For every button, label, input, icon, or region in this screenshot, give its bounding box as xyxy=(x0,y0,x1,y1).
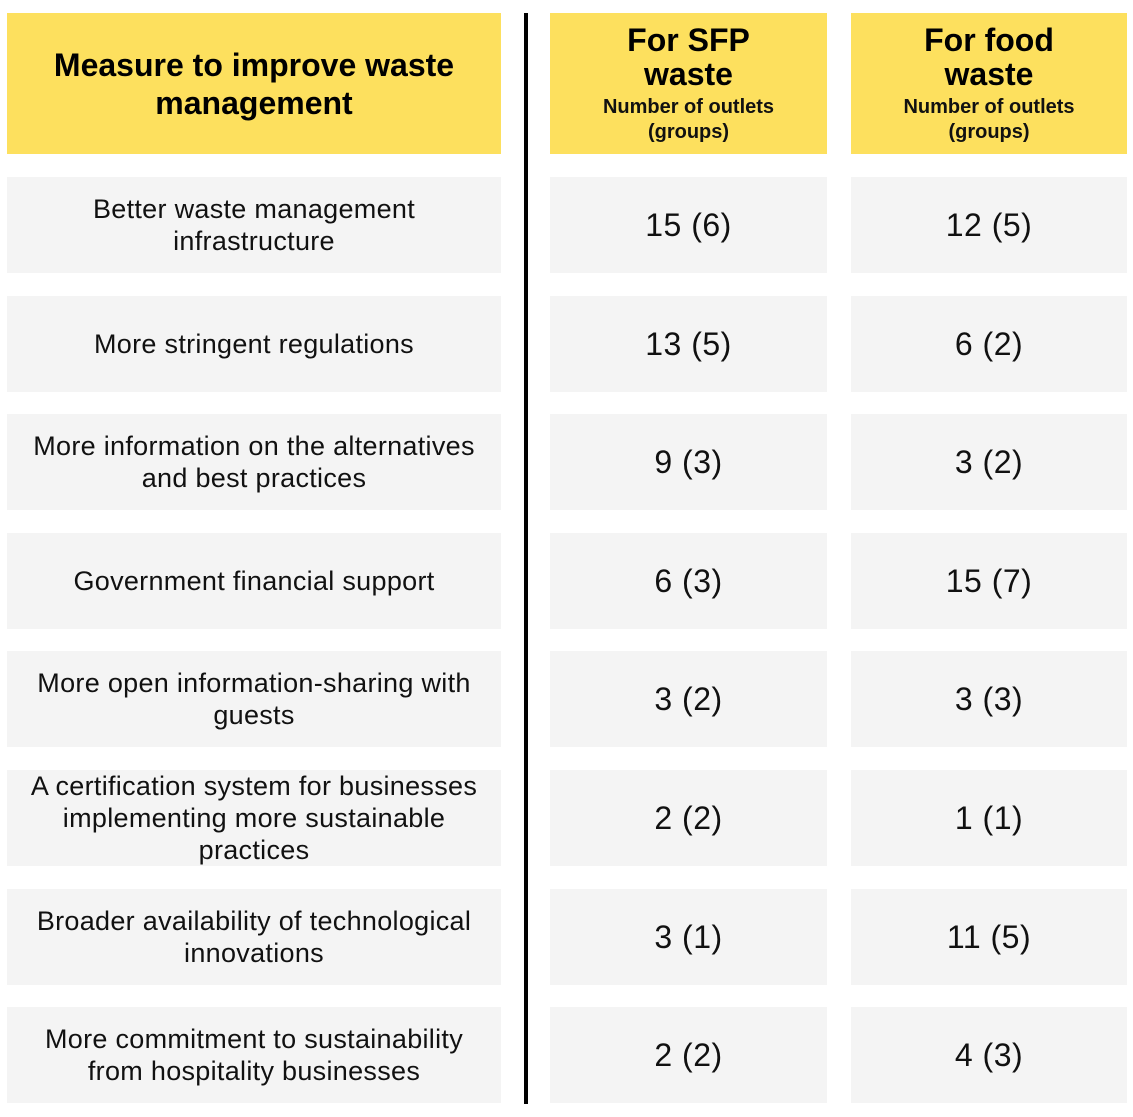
measure-label: More information on the alternatives and… xyxy=(33,431,475,493)
header-food-subtitle: Number of outlets (groups) xyxy=(903,95,1075,143)
sfp-cell: 15 (6) xyxy=(550,177,827,273)
header-food-title: For food waste xyxy=(924,21,1054,92)
value-label: 3 (2) xyxy=(654,680,723,717)
measure-label: More stringent regulations xyxy=(94,329,414,359)
value-label: 2 (2) xyxy=(654,799,723,836)
sfp-cell: 9 (3) xyxy=(550,414,827,510)
measure-cell: Better waste management infrastructure xyxy=(7,177,501,273)
food-cell: 4 (3) xyxy=(851,1007,1127,1103)
column-divider xyxy=(524,13,528,1104)
sfp-cell: 3 (1) xyxy=(550,889,827,985)
measure-cell: Broader availability of technological in… xyxy=(7,889,501,985)
measure-cell: Government financial support xyxy=(7,533,501,629)
header-sfp-title: For SFP waste xyxy=(627,21,750,92)
sfp-cell: 6 (3) xyxy=(550,533,827,629)
header-food: For food waste Number of outlets (groups… xyxy=(851,13,1127,154)
header-sfp: For SFP waste Number of outlets (groups) xyxy=(550,13,827,154)
food-cell: 1 (1) xyxy=(851,770,1127,866)
measure-cell: More stringent regulations xyxy=(7,296,501,392)
value-label: 6 (2) xyxy=(954,325,1024,362)
measure-cell: More information on the alternatives and… xyxy=(7,414,501,510)
measure-label: A certification system for businesses im… xyxy=(30,771,478,865)
value-label: 9 (3) xyxy=(654,443,723,480)
measure-label: Government financial support xyxy=(73,566,435,596)
measure-label: More commitment to sustainability from h… xyxy=(44,1024,464,1086)
value-label: 1 (1) xyxy=(954,799,1024,836)
header-measure-title: Measure to improve waste management xyxy=(53,46,455,121)
value-label: 3 (1) xyxy=(654,918,723,955)
value-label: 4 (3) xyxy=(954,1036,1024,1073)
value-label: 15 (7) xyxy=(945,562,1033,599)
food-cell: 6 (2) xyxy=(851,296,1127,392)
food-cell: 11 (5) xyxy=(851,889,1127,985)
food-cell: 3 (2) xyxy=(851,414,1127,510)
measure-cell: A certification system for businesses im… xyxy=(7,770,501,866)
value-label: 6 (3) xyxy=(654,562,723,599)
sfp-cell: 2 (2) xyxy=(550,1007,827,1103)
sfp-cell: 13 (5) xyxy=(550,296,827,392)
measure-cell: More commitment to sustainability from h… xyxy=(7,1007,501,1103)
value-label: 11 (5) xyxy=(946,918,1032,955)
food-cell: 12 (5) xyxy=(851,177,1127,273)
measure-label: Better waste management infrastructure xyxy=(92,194,416,256)
header-measure: Measure to improve waste management xyxy=(7,13,501,154)
food-cell: 3 (3) xyxy=(851,651,1127,747)
measure-label: Broader availability of technological in… xyxy=(36,906,472,968)
header-sfp-subtitle: Number of outlets (groups) xyxy=(602,95,775,143)
value-label: 3 (3) xyxy=(954,680,1024,717)
value-label: 2 (2) xyxy=(654,1036,723,1073)
food-cell: 15 (7) xyxy=(851,533,1127,629)
sfp-cell: 2 (2) xyxy=(550,770,827,866)
value-label: 12 (5) xyxy=(945,206,1033,243)
value-label: 15 (6) xyxy=(645,206,732,243)
value-label: 13 (5) xyxy=(645,325,732,362)
measure-label: More open information-sharing with guest… xyxy=(37,668,471,730)
measure-cell: More open information-sharing with guest… xyxy=(7,651,501,747)
value-label: 3 (2) xyxy=(954,443,1024,480)
sfp-cell: 3 (2) xyxy=(550,651,827,747)
